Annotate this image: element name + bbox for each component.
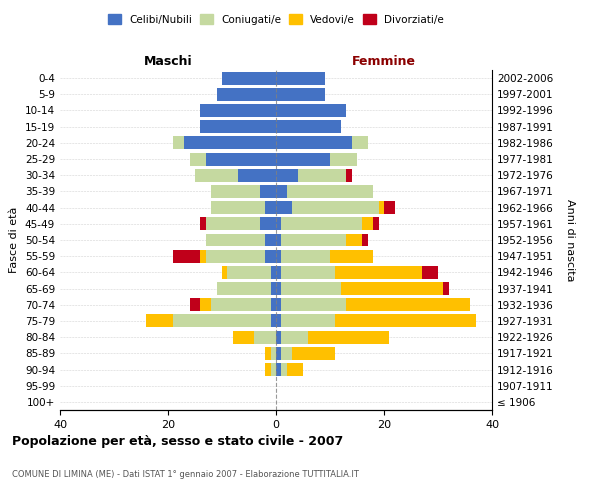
Text: Maschi: Maschi — [143, 54, 193, 68]
Bar — [346, 234, 362, 246]
Bar — [173, 250, 200, 262]
Bar — [276, 104, 346, 117]
Bar — [281, 363, 287, 376]
Bar — [384, 201, 395, 214]
Bar — [362, 218, 373, 230]
Bar — [276, 282, 281, 295]
Bar — [281, 330, 308, 344]
Bar — [276, 234, 281, 246]
Bar — [335, 266, 422, 279]
Bar — [265, 250, 276, 262]
Bar — [195, 169, 238, 181]
Bar — [271, 282, 276, 295]
Bar — [276, 363, 281, 376]
Text: COMUNE DI LIMINA (ME) - Dati ISTAT 1° gennaio 2007 - Elaborazione TUTTITALIA.IT: COMUNE DI LIMINA (ME) - Dati ISTAT 1° ge… — [12, 470, 359, 479]
Bar — [206, 152, 276, 166]
Text: Popolazione per età, sesso e stato civile - 2007: Popolazione per età, sesso e stato civil… — [12, 435, 343, 448]
Bar — [292, 347, 335, 360]
Bar — [217, 88, 276, 101]
Bar — [346, 169, 352, 181]
Bar — [173, 314, 271, 328]
Bar — [206, 250, 265, 262]
Bar — [190, 298, 200, 311]
Bar — [443, 282, 449, 295]
Bar — [206, 234, 265, 246]
Bar — [206, 218, 260, 230]
Bar — [211, 185, 260, 198]
Text: Femmine: Femmine — [352, 54, 416, 68]
Bar — [276, 250, 281, 262]
Bar — [184, 136, 276, 149]
Bar — [271, 266, 276, 279]
Bar — [330, 152, 357, 166]
Bar — [254, 330, 276, 344]
Bar — [217, 282, 271, 295]
Bar — [200, 104, 276, 117]
Bar — [271, 363, 276, 376]
Bar — [292, 201, 379, 214]
Bar — [276, 185, 287, 198]
Bar — [287, 185, 373, 198]
Bar — [227, 266, 271, 279]
Bar — [271, 298, 276, 311]
Y-axis label: Fasce di età: Fasce di età — [10, 207, 19, 273]
Bar — [271, 314, 276, 328]
Bar — [211, 201, 265, 214]
Bar — [276, 169, 298, 181]
Bar — [260, 218, 276, 230]
Legend: Celibi/Nubili, Coniugati/e, Vedovi/e, Divorziati/e: Celibi/Nubili, Coniugati/e, Vedovi/e, Di… — [104, 10, 448, 29]
Bar — [281, 282, 341, 295]
Bar — [173, 136, 184, 149]
Bar — [276, 201, 292, 214]
Bar — [308, 330, 389, 344]
Bar — [276, 218, 281, 230]
Bar — [330, 250, 373, 262]
Bar — [276, 136, 352, 149]
Bar — [211, 298, 271, 311]
Bar — [422, 266, 438, 279]
Bar — [200, 218, 206, 230]
Bar — [222, 266, 227, 279]
Bar — [281, 218, 362, 230]
Bar — [276, 347, 281, 360]
Bar — [265, 363, 271, 376]
Bar — [238, 169, 276, 181]
Bar — [276, 330, 281, 344]
Bar — [222, 72, 276, 85]
Bar — [200, 298, 211, 311]
Bar — [276, 314, 281, 328]
Bar — [335, 314, 476, 328]
Bar — [298, 169, 346, 181]
Bar — [287, 363, 303, 376]
Bar — [276, 266, 281, 279]
Bar — [260, 185, 276, 198]
Bar — [379, 201, 384, 214]
Bar — [200, 250, 206, 262]
Bar — [276, 120, 341, 133]
Bar — [276, 88, 325, 101]
Bar — [276, 298, 281, 311]
Bar — [190, 152, 206, 166]
Bar — [276, 72, 325, 85]
Bar — [233, 330, 254, 344]
Bar — [373, 218, 379, 230]
Bar — [271, 347, 276, 360]
Bar — [281, 298, 346, 311]
Bar — [362, 234, 368, 246]
Bar — [265, 347, 271, 360]
Bar — [281, 347, 292, 360]
Bar — [265, 234, 276, 246]
Bar — [265, 201, 276, 214]
Bar — [281, 314, 335, 328]
Bar — [346, 298, 470, 311]
Bar — [281, 250, 330, 262]
Bar — [281, 266, 335, 279]
Bar — [281, 234, 346, 246]
Bar — [146, 314, 173, 328]
Y-axis label: Anni di nascita: Anni di nascita — [565, 198, 575, 281]
Bar — [341, 282, 443, 295]
Bar — [352, 136, 368, 149]
Bar — [276, 152, 330, 166]
Bar — [200, 120, 276, 133]
